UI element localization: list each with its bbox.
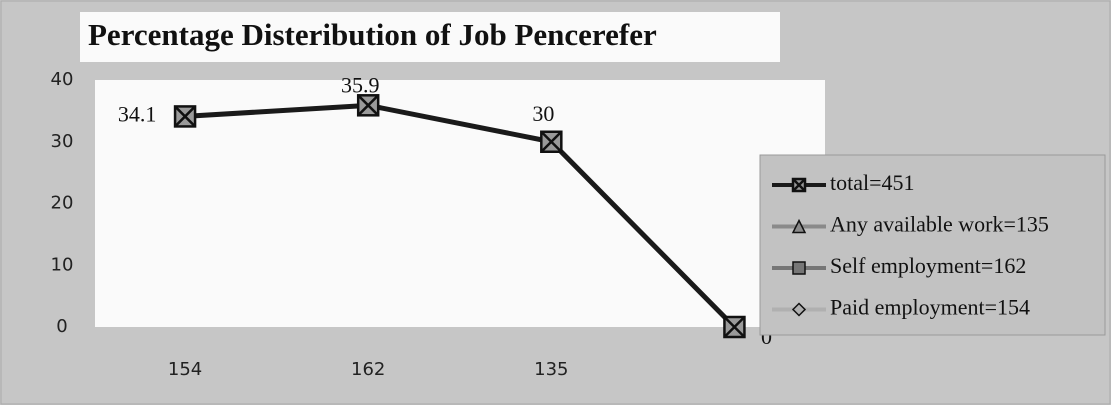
y-tick-label: 40: [51, 69, 74, 90]
y-tick-label: 10: [51, 254, 74, 275]
marker: [791, 177, 807, 193]
marker-cross: [357, 94, 380, 117]
y-tick-label: 30: [51, 131, 74, 152]
legend-label: total=451: [830, 170, 915, 195]
marker: [792, 261, 806, 275]
x-tick-label: 135: [534, 359, 568, 380]
data-label: 30: [532, 101, 554, 126]
data-label: 0: [761, 324, 772, 349]
legend-label: Paid employment=154: [830, 295, 1030, 320]
marker-cross: [540, 130, 563, 153]
marker: [791, 218, 807, 234]
series-line: [184, 102, 737, 329]
marker-cross: [174, 105, 196, 128]
marker-cross: [723, 316, 746, 338]
marker: [356, 94, 380, 117]
marker: [540, 130, 563, 153]
y-tick-label: 20: [51, 193, 74, 214]
chart-title: Percentage Disteribution of Job Penceref…: [88, 17, 657, 52]
marker: [723, 315, 746, 339]
title-box: [80, 12, 780, 62]
marker: [791, 302, 807, 317]
data-label: 34.1: [118, 101, 157, 126]
marker-cross: [792, 178, 806, 192]
x-tick-label: 162: [351, 359, 385, 380]
legend-label: Any available work=135: [830, 212, 1049, 237]
legend-label: Self employment=162: [830, 253, 1026, 278]
marker: [173, 105, 197, 128]
x-tick-label: 154: [168, 359, 202, 380]
y-tick-label: 0: [56, 316, 67, 337]
data-label: 35.9: [341, 72, 380, 97]
